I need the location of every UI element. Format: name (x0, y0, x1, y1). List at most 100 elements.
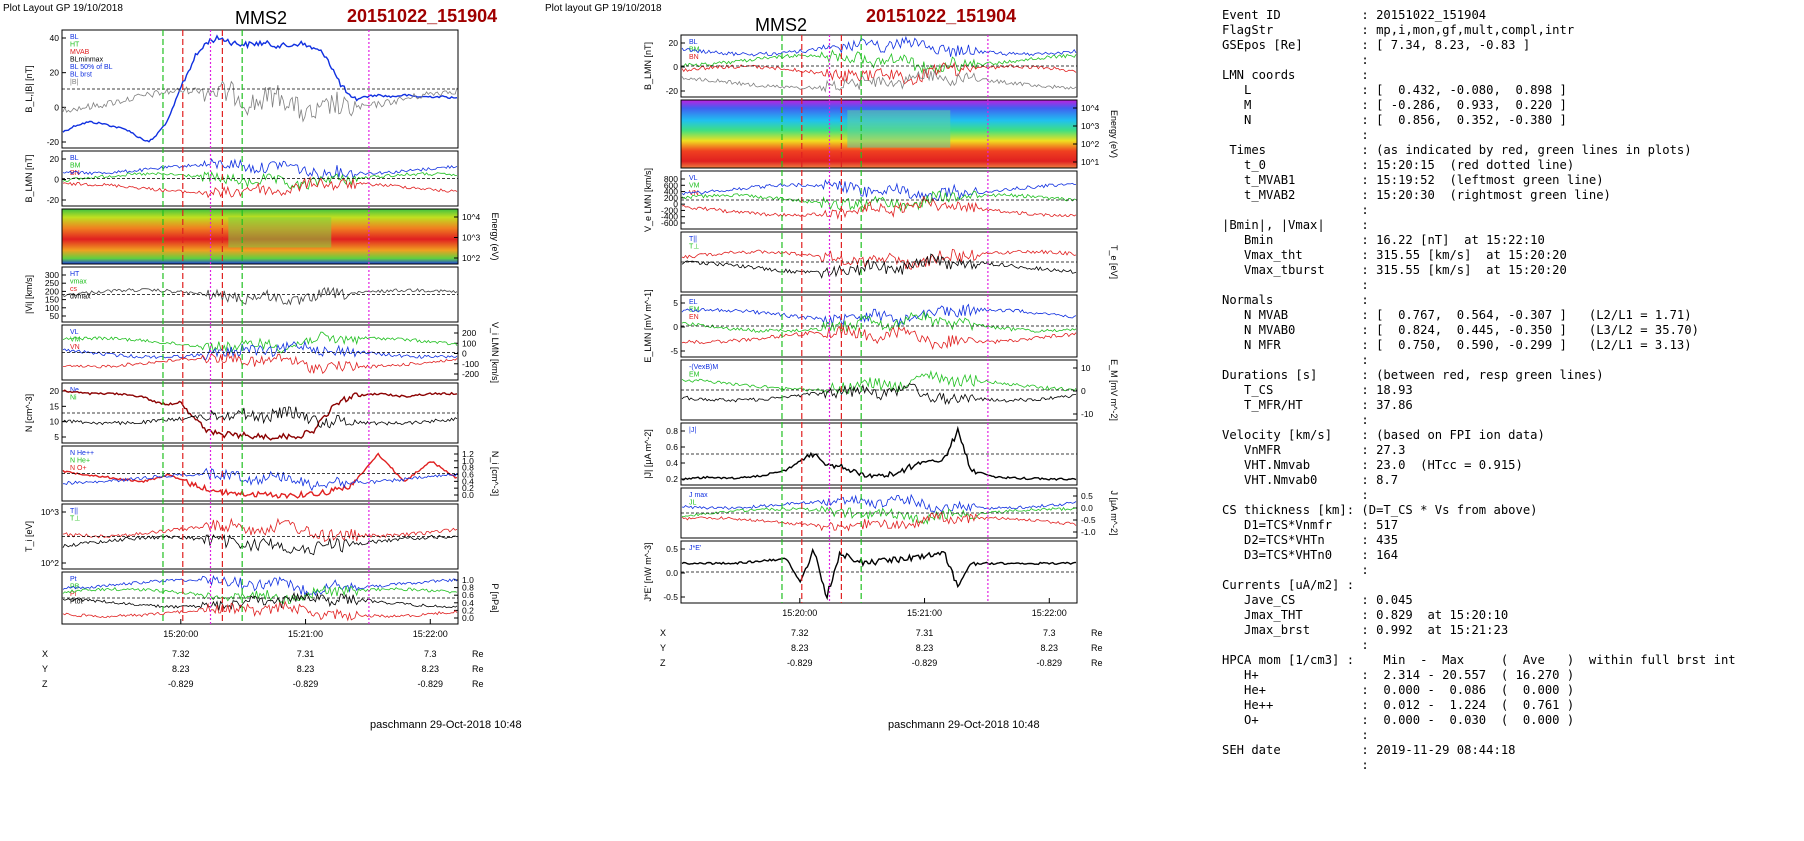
series-line (681, 35, 1077, 57)
coord-value: 7.32 (791, 628, 809, 638)
series-line (62, 171, 458, 191)
y-tick-label: 50 (50, 311, 60, 321)
y-tick-label: 0.6 (462, 590, 474, 600)
coord-value: -0.829 (1037, 658, 1063, 668)
coord-row-name: Y (660, 643, 666, 653)
series-line (681, 248, 1077, 270)
y-tick-label: 1.0 (462, 575, 474, 585)
series-line (681, 253, 1077, 279)
series-line (681, 493, 1077, 513)
panel-spec: 10^4 10^3 10^2 Energy (eV) (61, 208, 500, 265)
y-tick-label: 0 (54, 175, 59, 185)
y-tick-label: 250 (45, 278, 59, 288)
legend-entry: BL brst (70, 72, 92, 79)
y-tick-label: 0.6 (666, 442, 678, 452)
series-line (62, 600, 458, 622)
summary-line: : (1222, 278, 1369, 292)
y-axis-label: |J| [μA m^-2] (643, 429, 653, 479)
legend-entry: PB (70, 584, 80, 591)
series-line (681, 511, 1077, 532)
summary-line: : (1222, 128, 1369, 142)
left-plot-set: Plot Layout GP 19/10/2018 MMS2 20151022_… (0, 0, 560, 841)
y-axis-label: Energy (eV) (490, 212, 500, 260)
legend-entry: EM (689, 372, 700, 379)
legend-entry: VN (70, 344, 80, 351)
middle-plot-set: Plot layout GP 19/10/2018 MMS2 20151022_… (545, 0, 1180, 841)
summary-line: t_0 : 15:20:15 (red dotted line) (1222, 158, 1575, 172)
legend-entry: J max (689, 492, 708, 499)
y-tick-label: 20 (50, 68, 60, 78)
coord-row-name: Z (42, 679, 48, 689)
legend-entry: BLminmax (70, 57, 104, 64)
legend-entry: |B| (70, 79, 78, 86)
summary-line: VHT.Nmvab : 23.0 (HTcc = 0.915) (1222, 458, 1523, 472)
series-line (681, 68, 1077, 93)
y-tick-label: 0 (673, 322, 678, 332)
y-tick-label: 10 (50, 417, 60, 427)
summary-line: : (1222, 353, 1369, 367)
y-tick-label: -600 (661, 218, 678, 228)
legend-entry: VM (689, 183, 700, 190)
summary-line: He+ : 0.000 - 0.086 ( 0.000 ) (1222, 683, 1575, 697)
middle-plot-title: MMS2 (755, 15, 808, 35)
y-tick-label: 0.6 (462, 470, 474, 480)
summary-line: N : [ 0.856, 0.352, -0.380 ] (1222, 113, 1567, 127)
y-tick-label: 100 (462, 338, 476, 348)
y-axis-label: N [cm^-3] (24, 394, 34, 432)
y-tick-label: 5 (54, 432, 59, 442)
y-tick-label: 0.8 (666, 426, 678, 436)
y-tick-label: 0.8 (462, 583, 474, 593)
y-tick-label: 1.0 (462, 456, 474, 466)
panel-jabs: 0.8 0.6 0.4 0.2 |J| [μA m^-2] |J| (643, 422, 1078, 486)
legend-entry: T|| (70, 508, 78, 515)
y-tick-label: 600 (664, 180, 678, 190)
series-line (62, 534, 458, 556)
y-tick-label: 150 (45, 295, 59, 305)
middle-plot-footer: paschmann 29-Oct-2018 10:48 (888, 719, 1040, 731)
y-tick-label: 0 (673, 62, 678, 72)
y-tick-label: 10^4 (1081, 103, 1099, 113)
summary-line: Durations [s] : (between red, resp green… (1222, 368, 1604, 382)
summary-line: D2=TCS*VHTn : 435 (1222, 533, 1399, 547)
y-axis-label: P [nPa] (490, 583, 500, 612)
y-axis-label: J*E' [nW m^-3] (643, 543, 653, 602)
panel-spec: 10^4 10^3 10^2 10^1 Energy (eV) (680, 99, 1119, 169)
x-tick-label: 15:21:00 (907, 608, 942, 618)
y-tick-label: 300 (45, 270, 59, 280)
middle-plot-event-id: 20151022_151904 (866, 6, 1017, 26)
summary-line: D1=TCS*Vnmfr : 517 (1222, 518, 1399, 532)
y-tick-label: 0.4 (462, 476, 474, 486)
series-line (681, 324, 1077, 350)
series-line (62, 340, 458, 361)
y-axis-label: T_i [eV] (24, 521, 34, 552)
y-tick-label: 200 (462, 328, 476, 338)
y-tick-label: -200 (661, 205, 678, 215)
summary-line: CS thickness [km]: (D=T_CS * Vs from abo… (1222, 503, 1538, 517)
y-tick-label: 0.0 (462, 613, 474, 623)
series-line (62, 584, 458, 605)
legend-entry: dvmax (70, 294, 91, 301)
y-tick-label: 200 (45, 286, 59, 296)
summary-line: Jave_CS : 0.045 (1222, 593, 1413, 607)
y-tick-label: 10^3 (41, 507, 59, 517)
summary-line: He++ : 0.012 - 1.224 ( 0.761 ) (1222, 698, 1575, 712)
series-line (681, 547, 1077, 601)
legend-entry: J*E' (689, 545, 701, 552)
series-line (681, 383, 1077, 406)
summary-line: FlagStr : mp,i,mon,gf,mult,compl,intr (1222, 23, 1575, 37)
legend-entry: N He++ (70, 450, 94, 457)
summary-line: : (1222, 413, 1369, 427)
summary-line: LMN coords : (1222, 68, 1369, 82)
summary-line: : (1222, 53, 1369, 67)
y-axis-label: B_L,|B| [nT] (24, 65, 34, 112)
summary-line: H+ : 2.314 - 20.557 ( 16.270 ) (1222, 668, 1575, 682)
coord-row-name: Y (42, 664, 48, 674)
series-line (62, 351, 458, 375)
legend-entry: BL (689, 39, 698, 46)
series-line (62, 286, 458, 306)
legend-entry: T⊥ (70, 516, 80, 523)
legend-entry: VN (689, 190, 699, 197)
